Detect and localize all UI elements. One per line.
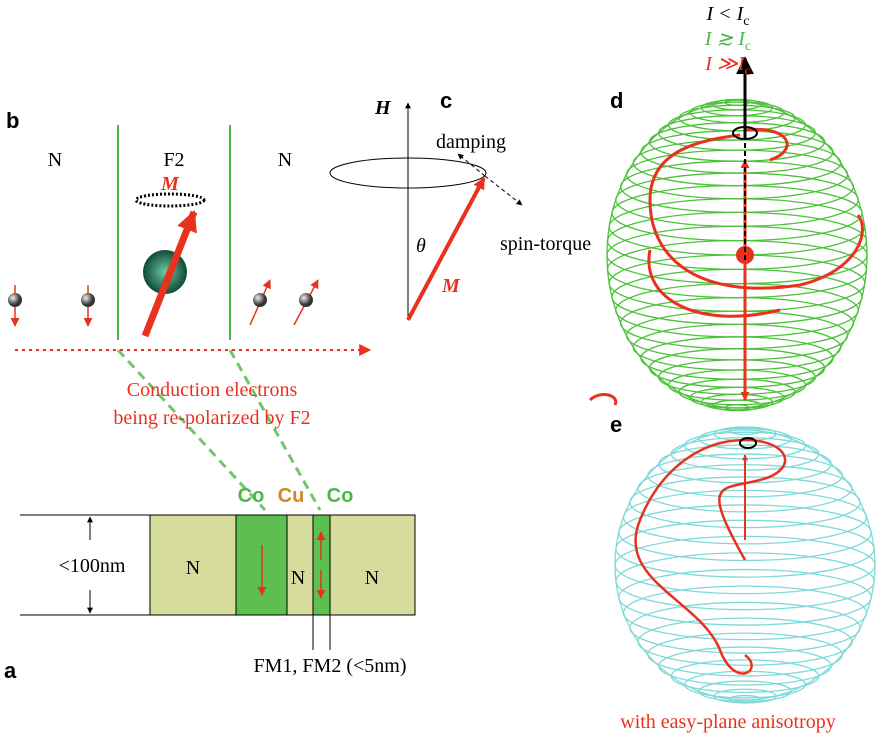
material: Cu: [278, 485, 305, 507]
moment: M: [160, 173, 180, 195]
current-label: I ≳ Ic: [704, 28, 751, 54]
region: N: [278, 149, 292, 171]
current-text: I ≫I: [704, 53, 746, 75]
current-sub: c: [743, 14, 749, 29]
figure: a b c d e N F2 N M Conduction electrons …: [0, 0, 890, 736]
current-sub: c: [745, 39, 751, 54]
caption: being re-polarized by F2: [113, 407, 310, 429]
latitude: [626, 311, 847, 360]
latitude: [621, 298, 854, 349]
panel-label: d: [610, 88, 623, 113]
caption: Conduction electrons: [127, 379, 298, 401]
region: F2: [163, 149, 184, 171]
damping: damping: [436, 131, 506, 153]
latitude: [641, 337, 833, 379]
material: Co: [238, 485, 265, 507]
panel-label: c: [440, 88, 452, 113]
moment: M: [441, 275, 461, 297]
region: N: [48, 149, 62, 171]
current-text: I ≳ I: [704, 28, 746, 50]
panel-label: a: [4, 658, 17, 683]
latitude: [619, 570, 871, 626]
thickness: <100nm: [59, 555, 126, 577]
latitude: [633, 324, 840, 370]
latitude: [713, 400, 761, 411]
latitude: [616, 284, 858, 337]
panel-label: e: [610, 412, 622, 437]
latitude: [615, 536, 875, 593]
note: FM1, FM2 (<5nm): [254, 655, 407, 677]
current-label: I ≫Ic: [704, 53, 750, 79]
layer: N: [186, 557, 200, 579]
current-label: I < Ic: [705, 3, 749, 29]
angle: θ: [416, 235, 426, 257]
latitude: [659, 360, 816, 394]
field: H: [374, 97, 392, 119]
latitude: [659, 116, 816, 150]
material: Co: [327, 485, 354, 507]
layer: N: [365, 567, 379, 589]
current-text: I < I: [705, 3, 744, 25]
current-sub: c: [745, 64, 751, 79]
latitude: [649, 349, 824, 388]
caption: with easy-plane anisotropy: [620, 711, 836, 733]
layer: N: [291, 567, 305, 589]
torque: spin-torque: [500, 233, 591, 255]
panel-label: b: [6, 108, 19, 133]
